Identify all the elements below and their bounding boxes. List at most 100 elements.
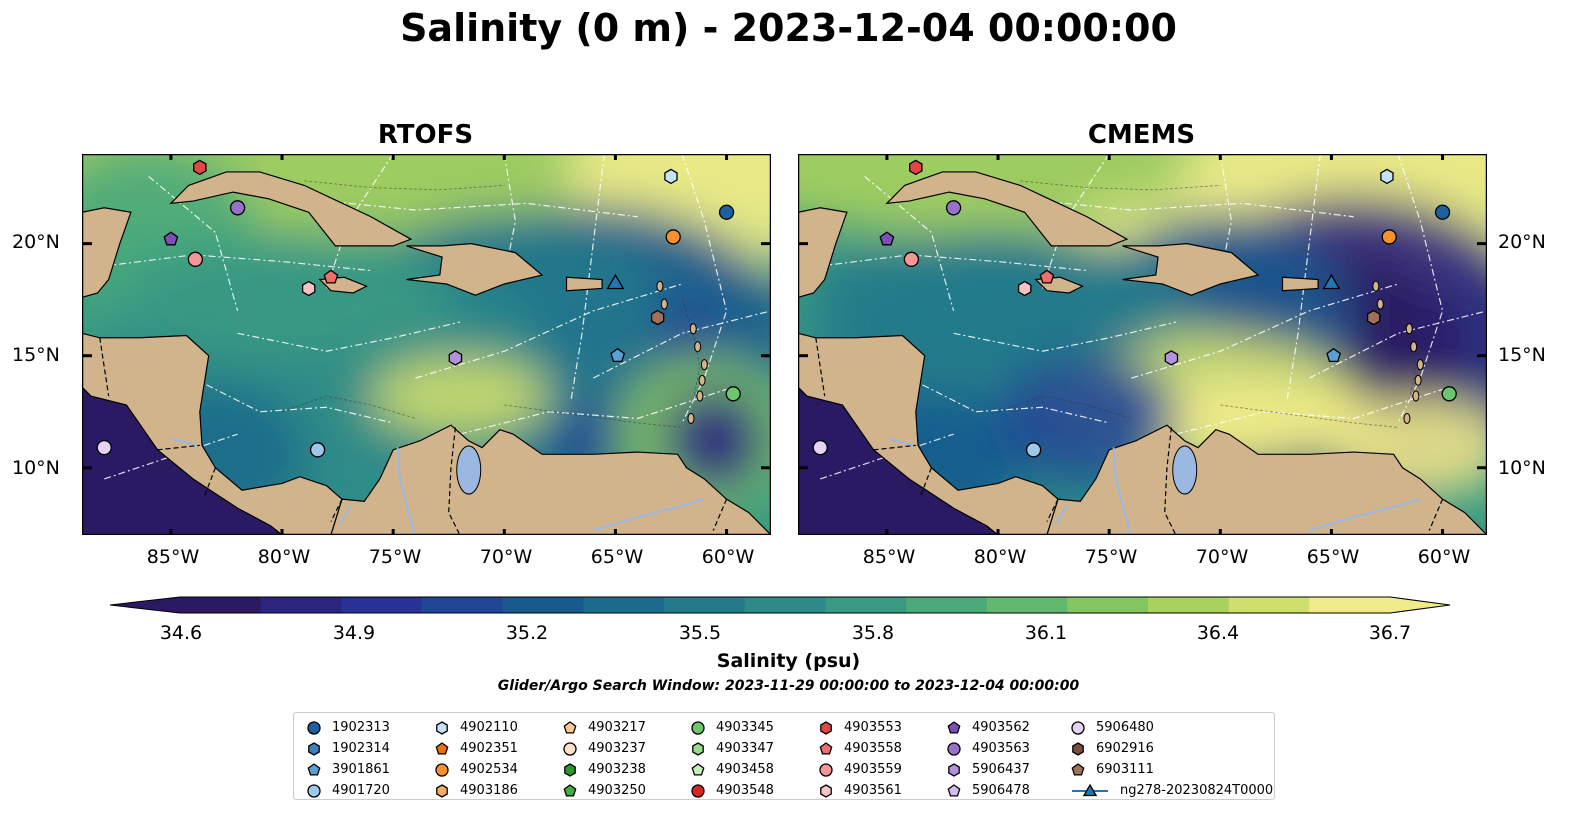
float-marker-ng278-20230824T0000 [1322,273,1341,290]
legend-marker-icon [947,720,961,734]
float-marker-5906480 [96,439,112,456]
legend-item: 4903563 [946,738,1030,759]
legend-item: 4903561 [818,780,902,801]
legend-item-label: 6903111 [1096,762,1154,777]
colorbar-label: Salinity (psu) [716,650,861,672]
legend-circle-icon [947,741,961,756]
float-marker-5906437 [448,350,463,366]
legend-item: 1902313 [306,717,390,738]
legend-circle-icon [435,762,449,777]
colorbar-segment [664,597,746,613]
legend-marker-icon [691,783,705,798]
legend-marker-icon [435,741,449,755]
colorbar [110,596,1451,614]
float-marker-4903562 [879,231,895,246]
legend-column: 4902110 4902351 4902534 4903186 [434,717,518,801]
legend-column: 4903553 4903558 4903559 4903561 [818,717,902,801]
lon-tick-label: 70°W [479,546,533,568]
lake-maracaibo [456,445,482,495]
lon-tick-label: 80°W [973,546,1027,568]
legend-item-label: 4902110 [460,720,518,735]
colorbar-tick-label: 35.5 [678,622,722,644]
legend-item: 6903111 [1070,759,1273,780]
legend-marker-icon [1072,741,1084,756]
legend-item-label: 4903237 [588,741,646,756]
lon-tick-label: 70°W [1195,546,1249,568]
legend-marker-icon [692,741,704,756]
south-america-landmass [1046,424,1487,535]
float-marker-6902916 [650,309,665,326]
pacific-ocean [82,387,283,535]
legend-hexagon-icon [692,741,704,756]
legend-marker-icon [820,783,832,798]
central-america-landmass [798,332,1059,535]
legend-item: 4902110 [434,717,518,738]
legend-marker-icon [1071,720,1085,735]
legend-item: ng278-20230824T0000 [1070,780,1273,801]
lat-tick-label: 10°N [12,457,60,479]
legend-marker-icon [307,783,321,798]
legend-pentagon-icon [563,720,577,734]
legend-item-label: 4903548 [716,783,774,798]
legend-item: 4903548 [690,780,774,801]
legend-marker-icon [1071,762,1085,776]
lon-tick-label: 65°W [1306,546,1360,568]
colorbar-segment [1148,597,1230,613]
salinity-field [82,154,771,530]
legend-marker-icon [307,720,321,735]
legend-item-label: 1902313 [332,720,390,735]
float-marker-4902534 [1381,229,1397,245]
legend-item: 4903237 [562,738,646,759]
colorbar-extend-high [1390,597,1450,613]
lon-tick-label: 60°W [701,546,755,568]
legend-marker-icon [563,741,577,756]
cuba-landmass [885,171,1129,247]
legend-item-label: 4903186 [460,783,518,798]
legend-marker-icon [820,720,832,735]
float-marker-4901720 [1025,442,1042,458]
colorbar-tick-label: 36.1 [1024,622,1068,644]
legend-pentagon-icon [563,783,577,797]
float-markers [812,159,1457,458]
float-marker-4903553 [909,159,923,176]
legend-pentagon-icon [435,741,449,755]
lake-maracaibo [1172,445,1198,495]
colorbar-segment [260,597,342,613]
legend-item-label: 4903562 [972,720,1030,735]
colorbar-segment [906,597,988,613]
float-marker-3901861 [1326,347,1342,363]
island [1412,390,1420,402]
legend-marker-icon [1072,783,1108,796]
colorbar-extend-low [110,597,180,613]
figure-title: Salinity (0 m) - 2023-12-04 00:00:00 [400,6,1177,50]
legend-item-label: 4902351 [460,741,518,756]
legend-item-label: 4903238 [588,762,646,777]
legend-item: 4903559 [818,759,902,780]
colorbar-tick-label: 36.4 [1196,622,1240,644]
legend-column: 5906480 6902916 6903111 ng278-20230824T0… [1070,717,1273,801]
legend-item-label: 4903553 [844,720,902,735]
lon-tick-label: 85°W [862,546,916,568]
legend-item-label: 5906437 [972,762,1030,777]
legend-pentagon-icon [1071,762,1085,776]
legend-circle-icon [307,783,321,798]
island [696,390,704,402]
float-marker-4902534 [665,229,681,245]
colorbar-segment [744,597,826,613]
legend-item: 4903347 [690,738,774,759]
legend-hexagon-icon [436,720,448,735]
legend-hexagon-icon [1072,741,1084,756]
legend: 1902313 1902314 3901861 4901720 4902110 … [293,712,1275,800]
legend-item-label: 6902916 [1096,741,1154,756]
panel-title-rtofs: RTOFS [377,120,474,150]
legend-marker-icon [947,741,961,756]
legend-item-label: 4903250 [588,783,646,798]
legend-circle-icon [563,741,577,756]
legend-hexagon-icon [820,720,832,735]
island [698,374,706,386]
float-marker-ng278-20230824T0000 [606,273,625,290]
country-borders [99,337,728,535]
legend-item-label: 1902314 [332,741,390,756]
legend-item: 4902534 [434,759,518,780]
legend-item: 4903217 [562,717,646,738]
